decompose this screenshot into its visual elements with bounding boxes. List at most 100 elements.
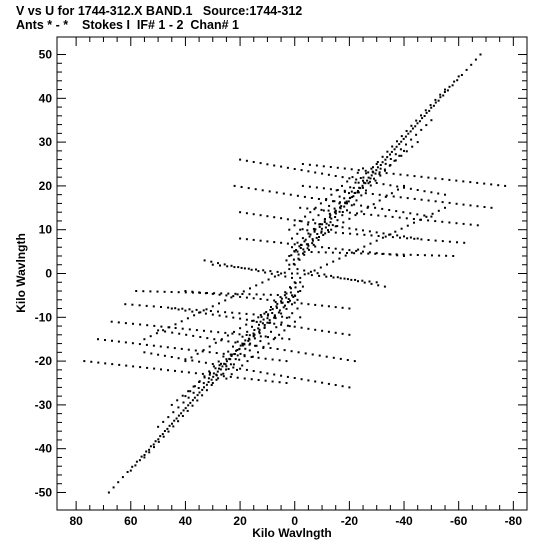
data-point <box>206 337 209 340</box>
data-point <box>225 360 228 363</box>
data-point <box>294 286 297 289</box>
data-point <box>283 271 286 274</box>
data-point <box>389 158 392 160</box>
data-point <box>375 169 378 172</box>
data-point <box>353 252 356 255</box>
data-point <box>430 191 433 194</box>
data-point <box>383 168 386 171</box>
data-point <box>374 206 377 209</box>
data-point <box>271 308 274 311</box>
data-point <box>177 308 180 311</box>
data-point <box>236 293 239 296</box>
data-point <box>132 365 135 368</box>
data-point <box>312 227 315 230</box>
data-point <box>321 223 324 226</box>
data-point <box>348 386 351 389</box>
data-point <box>349 232 352 235</box>
data-point <box>307 303 310 306</box>
data-point <box>288 263 291 266</box>
data-point <box>297 253 300 256</box>
data-point <box>348 192 350 195</box>
data-point <box>242 290 245 293</box>
data-point <box>392 172 395 175</box>
data-point <box>391 236 394 239</box>
data-point <box>438 254 441 257</box>
data-point <box>384 158 387 161</box>
data-point <box>253 329 256 331</box>
data-point <box>311 239 314 242</box>
data-point <box>264 379 267 382</box>
data-point <box>381 253 384 255</box>
data-point <box>343 190 346 193</box>
data-point <box>243 355 246 358</box>
data-point <box>327 247 330 249</box>
data-point <box>406 237 409 240</box>
data-point <box>357 248 360 251</box>
data-point <box>367 205 370 208</box>
data-point <box>368 251 371 254</box>
y-tick-label: 0 <box>45 267 52 281</box>
data-point <box>455 202 458 205</box>
data-point <box>483 182 486 185</box>
data-point <box>321 172 324 175</box>
data-point <box>364 169 367 172</box>
data-point <box>325 198 328 200</box>
data-point <box>336 219 339 222</box>
data-point <box>212 375 215 378</box>
data-point <box>284 304 286 307</box>
data-point <box>215 378 218 381</box>
data-point <box>448 240 451 243</box>
data-point <box>353 203 356 206</box>
data-point <box>139 323 142 326</box>
data-point <box>317 251 320 254</box>
data-point <box>262 293 265 296</box>
data-point <box>313 230 316 233</box>
data-point <box>273 216 276 219</box>
data-point <box>367 252 370 255</box>
data-point <box>407 132 410 135</box>
data-point <box>283 329 286 332</box>
data-point <box>230 353 233 356</box>
data-point <box>409 130 412 133</box>
data-point <box>238 348 241 351</box>
data-point <box>342 221 345 224</box>
data-point <box>394 159 397 162</box>
data-point <box>225 294 228 297</box>
data-point <box>232 316 235 319</box>
data-point <box>354 191 357 194</box>
data-point <box>416 237 419 240</box>
data-point <box>368 230 371 233</box>
data-point <box>416 254 419 256</box>
data-point <box>310 274 313 277</box>
data-point <box>317 239 320 241</box>
data-point <box>357 169 360 172</box>
data-point <box>360 252 363 255</box>
data-point <box>362 229 364 232</box>
data-point <box>171 422 173 425</box>
data-point <box>278 333 281 336</box>
data-point <box>403 255 405 257</box>
data-point <box>257 379 260 381</box>
data-point <box>296 272 299 275</box>
data-point <box>293 243 296 246</box>
data-point <box>229 375 232 378</box>
data-point <box>334 384 337 386</box>
data-point <box>403 184 405 187</box>
data-point <box>425 111 428 114</box>
data-point <box>415 133 418 136</box>
data-point <box>175 417 178 420</box>
data-point <box>176 399 179 402</box>
data-point <box>280 165 283 168</box>
data-point <box>291 294 293 297</box>
data-point <box>215 373 218 376</box>
data-point <box>322 187 325 190</box>
data-point <box>172 425 175 428</box>
data-point <box>304 352 307 355</box>
data-point <box>386 150 389 153</box>
data-point <box>346 209 348 212</box>
data-point <box>402 211 405 214</box>
data-point <box>182 401 185 404</box>
data-point <box>178 332 181 335</box>
data-point <box>299 206 302 209</box>
data-point <box>409 187 412 190</box>
